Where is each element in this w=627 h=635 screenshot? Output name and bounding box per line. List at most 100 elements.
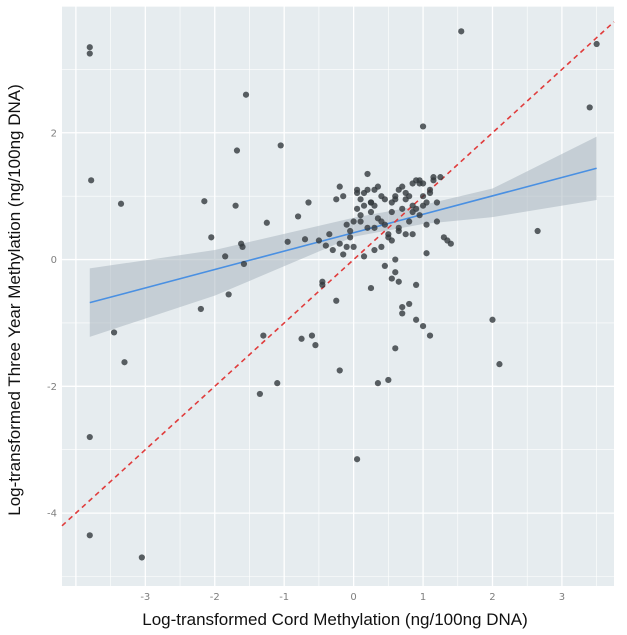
y-axis-title: Log-transformed Three Year Methylation (… [5, 84, 24, 516]
x-axis-title: Log-transformed Cord Methylation (ng/100… [142, 610, 528, 629]
data-point [263, 219, 270, 226]
data-point [423, 250, 430, 257]
data-point [121, 359, 128, 366]
data-point [419, 123, 427, 130]
data-point [326, 231, 333, 238]
data-point [256, 390, 263, 398]
data-point [406, 218, 413, 225]
data-point [353, 205, 361, 212]
data-point [312, 342, 319, 349]
data-point [395, 224, 402, 231]
data-point [496, 361, 503, 368]
data-point [208, 234, 215, 241]
data-point [367, 199, 375, 206]
y-tick-label: -4 [47, 509, 57, 520]
data-point [340, 251, 347, 258]
confidence-band [89, 136, 597, 337]
data-point [333, 196, 340, 203]
data-point [489, 316, 496, 323]
y-tick-labels: -4 -2 0 2 [47, 128, 57, 519]
data-point [336, 240, 343, 247]
data-point [298, 335, 305, 342]
data-point [347, 234, 354, 241]
data-point [315, 237, 323, 244]
data-point [357, 212, 364, 219]
data-point [392, 196, 399, 203]
data-point [378, 218, 385, 225]
y-tick-label: 0 [51, 255, 57, 266]
data-point [301, 236, 309, 243]
data-point [86, 433, 93, 441]
data-point [593, 40, 600, 48]
data-point [371, 186, 378, 193]
data-point [319, 281, 326, 289]
data-point [340, 193, 347, 200]
fit-line-layer [89, 167, 597, 304]
data-point [360, 202, 368, 209]
fit-line [89, 167, 597, 304]
x-tick-labels: -3 -2 -1 0 1 2 3 [140, 592, 565, 603]
data-point [367, 208, 375, 216]
data-point [437, 174, 444, 181]
x-tick-label: -3 [140, 592, 150, 603]
data-point [350, 243, 357, 250]
x-tick-label: 3 [559, 592, 565, 603]
data-point [201, 198, 208, 205]
data-point [367, 284, 375, 292]
data-point [419, 193, 427, 200]
grid-lines [62, 5, 614, 586]
data-point [388, 237, 395, 244]
data-point [347, 227, 354, 235]
data-point [350, 218, 357, 225]
data-point [458, 28, 465, 35]
data-point [399, 310, 406, 317]
data-point [419, 202, 427, 209]
data-point [305, 199, 312, 206]
data-point [413, 281, 420, 289]
confidence-band-layer [89, 136, 597, 337]
data-point [374, 380, 382, 387]
data-point [381, 196, 388, 203]
data-point [409, 231, 416, 238]
data-point [413, 316, 420, 323]
data-point [586, 104, 593, 111]
data-point [336, 367, 343, 374]
data-point [86, 532, 93, 539]
data-point [430, 174, 437, 181]
data-point [117, 200, 125, 207]
data-point [239, 243, 246, 250]
data-point [138, 554, 145, 561]
data-point [110, 329, 118, 336]
data-point [260, 332, 267, 339]
data-point [222, 253, 229, 260]
data-point [426, 332, 434, 339]
data-point [416, 177, 423, 184]
x-tick-label: 0 [350, 592, 356, 603]
data-point [284, 238, 291, 245]
data-point [416, 212, 423, 219]
data-point [360, 189, 368, 197]
data-point [336, 183, 343, 190]
data-point [399, 205, 406, 212]
x-tick-label: 1 [420, 592, 426, 603]
data-point [274, 380, 281, 387]
data-point [333, 297, 340, 304]
data-point [388, 275, 395, 282]
x-tick-label: -2 [210, 592, 220, 603]
data-point [378, 243, 385, 250]
y-tick-label: 2 [51, 128, 57, 139]
data-point [409, 208, 416, 216]
data-point [426, 186, 434, 193]
data-point [232, 202, 239, 209]
data-point [88, 177, 95, 184]
data-point [402, 231, 409, 238]
data-point [308, 332, 316, 339]
x-tick-label: 2 [489, 592, 495, 603]
data-point [86, 44, 93, 51]
data-point [225, 291, 232, 298]
data-point [399, 183, 406, 190]
data-point [329, 246, 336, 254]
data-point [392, 345, 399, 352]
data-point [353, 186, 361, 193]
data-point [433, 199, 441, 206]
